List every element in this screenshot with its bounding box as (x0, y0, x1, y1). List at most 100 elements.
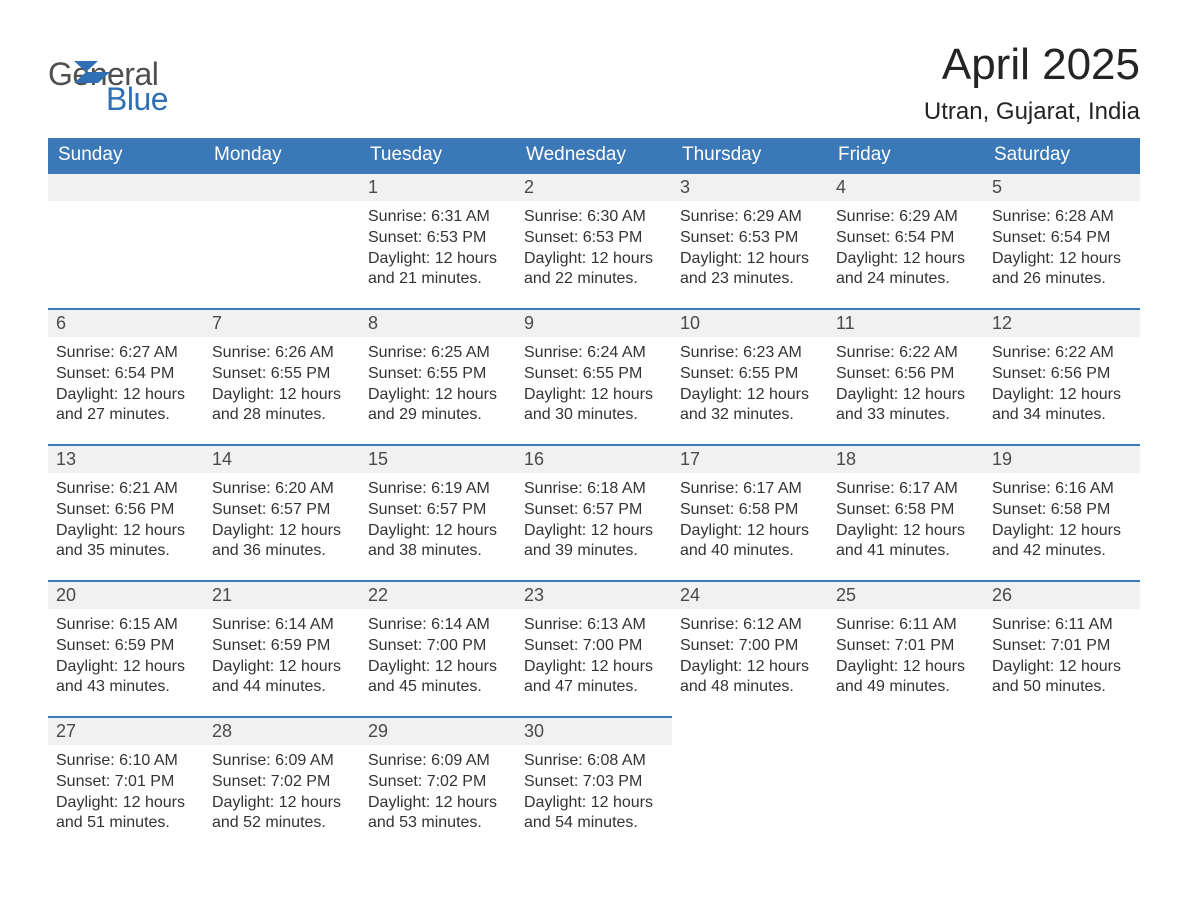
day-daylight1: Daylight: 12 hours (56, 521, 196, 542)
calendar-day-cell: 16Sunrise: 6:18 AMSunset: 6:57 PMDayligh… (516, 444, 672, 580)
day-sunrise: Sunrise: 6:14 AM (212, 615, 352, 636)
day-content: Sunrise: 6:24 AMSunset: 6:55 PMDaylight:… (516, 337, 672, 432)
day-content: Sunrise: 6:15 AMSunset: 6:59 PMDaylight:… (48, 609, 204, 704)
day-daylight2: and 35 minutes. (56, 541, 196, 562)
day-daylight1: Daylight: 12 hours (836, 249, 976, 270)
day-sunrise: Sunrise: 6:31 AM (368, 207, 508, 228)
day-sunrise: Sunrise: 6:21 AM (56, 479, 196, 500)
calendar-day-cell: 23Sunrise: 6:13 AMSunset: 7:00 PMDayligh… (516, 580, 672, 716)
day-number-bar (48, 172, 204, 201)
day-sunset: Sunset: 7:01 PM (836, 636, 976, 657)
day-daylight2: and 34 minutes. (992, 405, 1132, 426)
weekday-header: Saturday (984, 138, 1140, 172)
day-number: 19 (984, 444, 1140, 473)
day-sunrise: Sunrise: 6:29 AM (836, 207, 976, 228)
calendar-week-row: 1Sunrise: 6:31 AMSunset: 6:53 PMDaylight… (48, 172, 1140, 308)
calendar-day-cell: 14Sunrise: 6:20 AMSunset: 6:57 PMDayligh… (204, 444, 360, 580)
day-content: Sunrise: 6:22 AMSunset: 6:56 PMDaylight:… (984, 337, 1140, 432)
day-sunrise: Sunrise: 6:17 AM (680, 479, 820, 500)
weekday-header: Friday (828, 138, 984, 172)
location: Utran, Gujarat, India (924, 98, 1140, 126)
day-sunrise: Sunrise: 6:08 AM (524, 751, 664, 772)
day-daylight2: and 43 minutes. (56, 677, 196, 698)
day-sunrise: Sunrise: 6:26 AM (212, 343, 352, 364)
day-sunrise: Sunrise: 6:29 AM (680, 207, 820, 228)
logo-flag-icon (74, 61, 110, 83)
day-content: Sunrise: 6:20 AMSunset: 6:57 PMDaylight:… (204, 473, 360, 568)
day-daylight1: Daylight: 12 hours (56, 657, 196, 678)
day-content: Sunrise: 6:25 AMSunset: 6:55 PMDaylight:… (360, 337, 516, 432)
calendar-table: Sunday Monday Tuesday Wednesday Thursday… (48, 138, 1140, 852)
day-sunset: Sunset: 6:55 PM (524, 364, 664, 385)
day-sunset: Sunset: 6:53 PM (368, 228, 508, 249)
day-daylight1: Daylight: 12 hours (992, 521, 1132, 542)
day-sunset: Sunset: 6:55 PM (368, 364, 508, 385)
calendar-day-cell: 5Sunrise: 6:28 AMSunset: 6:54 PMDaylight… (984, 172, 1140, 308)
calendar-day-cell: 22Sunrise: 6:14 AMSunset: 7:00 PMDayligh… (360, 580, 516, 716)
day-daylight2: and 40 minutes. (680, 541, 820, 562)
day-number: 1 (360, 172, 516, 201)
calendar-day-cell: 27Sunrise: 6:10 AMSunset: 7:01 PMDayligh… (48, 716, 204, 852)
day-content: Sunrise: 6:17 AMSunset: 6:58 PMDaylight:… (828, 473, 984, 568)
day-daylight2: and 51 minutes. (56, 813, 196, 834)
weekday-header: Thursday (672, 138, 828, 172)
day-daylight2: and 29 minutes. (368, 405, 508, 426)
day-daylight2: and 47 minutes. (524, 677, 664, 698)
day-daylight2: and 24 minutes. (836, 269, 976, 290)
day-content: Sunrise: 6:09 AMSunset: 7:02 PMDaylight:… (204, 745, 360, 840)
day-content: Sunrise: 6:21 AMSunset: 6:56 PMDaylight:… (48, 473, 204, 568)
day-number: 28 (204, 716, 360, 745)
day-daylight1: Daylight: 12 hours (992, 249, 1132, 270)
calendar-week-row: 20Sunrise: 6:15 AMSunset: 6:59 PMDayligh… (48, 580, 1140, 716)
day-daylight2: and 38 minutes. (368, 541, 508, 562)
day-daylight1: Daylight: 12 hours (680, 521, 820, 542)
day-daylight1: Daylight: 12 hours (992, 657, 1132, 678)
day-sunrise: Sunrise: 6:25 AM (368, 343, 508, 364)
calendar-day-cell: 4Sunrise: 6:29 AMSunset: 6:54 PMDaylight… (828, 172, 984, 308)
calendar-day-cell (672, 716, 828, 852)
day-number: 30 (516, 716, 672, 745)
day-sunset: Sunset: 7:01 PM (992, 636, 1132, 657)
day-sunset: Sunset: 6:54 PM (992, 228, 1132, 249)
logo-word-blue: Blue (106, 85, 168, 114)
day-number: 20 (48, 580, 204, 609)
calendar-day-cell: 12Sunrise: 6:22 AMSunset: 6:56 PMDayligh… (984, 308, 1140, 444)
day-number: 12 (984, 308, 1140, 337)
day-daylight1: Daylight: 12 hours (524, 385, 664, 406)
calendar-day-cell (984, 716, 1140, 852)
day-sunset: Sunset: 6:53 PM (680, 228, 820, 249)
day-content: Sunrise: 6:26 AMSunset: 6:55 PMDaylight:… (204, 337, 360, 432)
day-daylight2: and 22 minutes. (524, 269, 664, 290)
day-daylight1: Daylight: 12 hours (680, 385, 820, 406)
day-content: Sunrise: 6:13 AMSunset: 7:00 PMDaylight:… (516, 609, 672, 704)
day-sunset: Sunset: 6:57 PM (524, 500, 664, 521)
day-content: Sunrise: 6:12 AMSunset: 7:00 PMDaylight:… (672, 609, 828, 704)
day-sunrise: Sunrise: 6:24 AM (524, 343, 664, 364)
day-daylight1: Daylight: 12 hours (524, 249, 664, 270)
day-content: Sunrise: 6:11 AMSunset: 7:01 PMDaylight:… (984, 609, 1140, 704)
day-content: Sunrise: 6:28 AMSunset: 6:54 PMDaylight:… (984, 201, 1140, 296)
day-sunset: Sunset: 6:59 PM (56, 636, 196, 657)
day-number: 21 (204, 580, 360, 609)
day-sunset: Sunset: 6:56 PM (836, 364, 976, 385)
day-sunset: Sunset: 6:58 PM (992, 500, 1132, 521)
day-daylight1: Daylight: 12 hours (836, 521, 976, 542)
calendar-week-row: 13Sunrise: 6:21 AMSunset: 6:56 PMDayligh… (48, 444, 1140, 580)
calendar-week-row: 6Sunrise: 6:27 AMSunset: 6:54 PMDaylight… (48, 308, 1140, 444)
calendar-day-cell: 24Sunrise: 6:12 AMSunset: 7:00 PMDayligh… (672, 580, 828, 716)
day-sunrise: Sunrise: 6:18 AM (524, 479, 664, 500)
day-daylight1: Daylight: 12 hours (368, 521, 508, 542)
day-daylight2: and 53 minutes. (368, 813, 508, 834)
weekday-header: Monday (204, 138, 360, 172)
day-daylight2: and 30 minutes. (524, 405, 664, 426)
calendar-day-cell: 21Sunrise: 6:14 AMSunset: 6:59 PMDayligh… (204, 580, 360, 716)
calendar-day-cell: 17Sunrise: 6:17 AMSunset: 6:58 PMDayligh… (672, 444, 828, 580)
day-sunset: Sunset: 7:02 PM (368, 772, 508, 793)
day-daylight2: and 49 minutes. (836, 677, 976, 698)
day-sunset: Sunset: 7:03 PM (524, 772, 664, 793)
day-daylight2: and 28 minutes. (212, 405, 352, 426)
calendar-day-cell: 15Sunrise: 6:19 AMSunset: 6:57 PMDayligh… (360, 444, 516, 580)
calendar-day-cell: 3Sunrise: 6:29 AMSunset: 6:53 PMDaylight… (672, 172, 828, 308)
day-daylight1: Daylight: 12 hours (212, 657, 352, 678)
day-daylight1: Daylight: 12 hours (368, 249, 508, 270)
